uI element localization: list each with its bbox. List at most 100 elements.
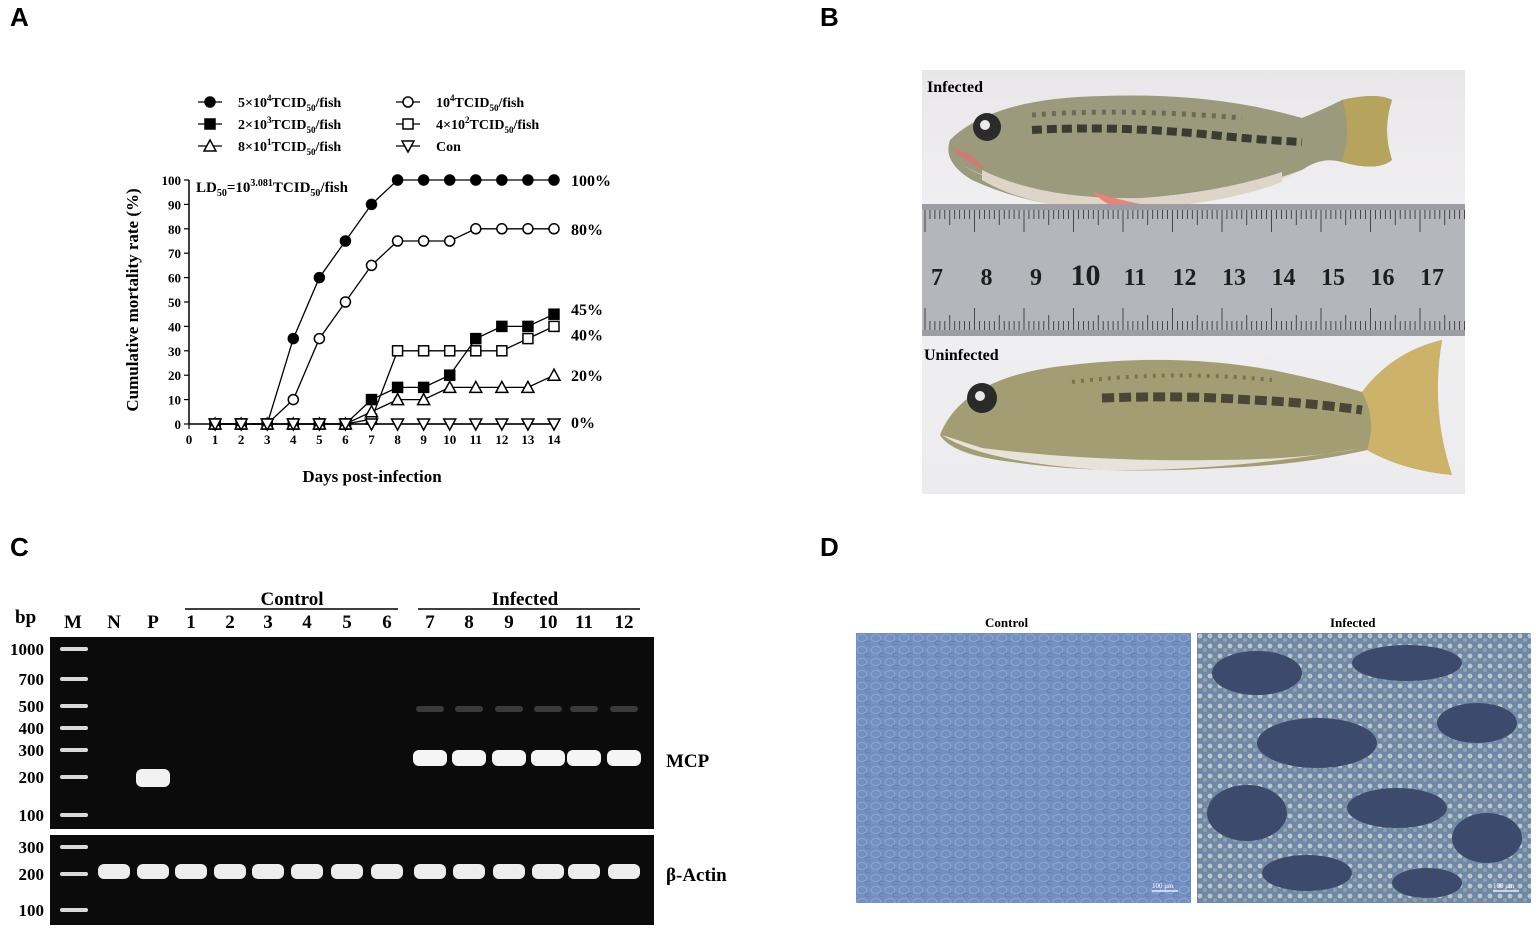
chart-point [207, 418, 223, 432]
actin-band [137, 864, 169, 879]
legend-label: 2×103TCID50/fish [238, 115, 341, 135]
y-tick-label: 70 [168, 246, 181, 261]
mcp-band [492, 750, 526, 766]
actin-band [608, 864, 640, 879]
x-tick-label: 9 [420, 432, 427, 447]
actin-band [532, 864, 564, 879]
x-tick-label: 11 [470, 432, 482, 447]
chart-point [443, 345, 456, 357]
x-tick-label: 1 [212, 432, 219, 447]
lane-label: 6 [382, 612, 392, 633]
chart-point [443, 174, 456, 186]
y-tick-label: 0 [175, 417, 182, 432]
actin-gene-label: β-Actin [666, 865, 727, 886]
ruler: 7 8 9 10 11 12 13 14 15 16 17 [922, 204, 1465, 336]
chart-point [494, 379, 510, 394]
chart-point [339, 296, 352, 308]
chart-point [391, 381, 404, 394]
legend-item: Con [396, 140, 461, 155]
series-line [215, 325, 555, 425]
ld50-annotation: LD50=103.081TCID50/fish [196, 178, 349, 199]
chart-point [233, 418, 249, 432]
y-tick-label: 90 [168, 197, 181, 212]
chart-point [548, 308, 560, 320]
mcp-band [136, 769, 170, 787]
lane-label: 8 [464, 612, 474, 633]
ladder-label: 400 [19, 719, 45, 738]
ladder-label: 500 [19, 697, 45, 716]
microscopy-infected-image: 100 μm [1197, 633, 1531, 903]
actin-band [371, 864, 403, 879]
ladder-label: 300 [19, 838, 45, 857]
chart-point [442, 379, 457, 394]
ladder-band [60, 775, 88, 779]
ruler-number: 16 [1371, 265, 1395, 291]
chart-point [416, 418, 431, 432]
uninfected-label: Uninfected [924, 347, 999, 364]
chart-axes: 0 1 2 3 4 5 6 7 8 9 10 11 12 13 1401020304050607080901… [162, 173, 562, 447]
chart-point [494, 418, 510, 432]
chart-point [204, 96, 216, 108]
ladder-band [60, 726, 88, 730]
ruler-number: 14 [1272, 265, 1296, 291]
actin-band [252, 864, 284, 879]
chart-point [496, 320, 508, 333]
chart-point [391, 345, 404, 357]
chart-point [365, 259, 378, 272]
mcp-band [607, 750, 641, 766]
legend-label: Con [436, 140, 461, 155]
infected-fish [948, 95, 1392, 211]
actin-band [414, 864, 446, 879]
chart-point [470, 332, 482, 345]
y-tick-label: 50 [168, 295, 181, 310]
lane-label: N [107, 612, 121, 633]
faint-band [416, 706, 444, 712]
legend-item: 4×102TCID50/fish [396, 115, 539, 135]
x-tick-label: 3 [264, 432, 271, 447]
fish-illustration: 7 8 9 10 11 12 13 14 15 16 17 [922, 95, 1465, 475]
chart-point [402, 96, 414, 108]
chart-point [364, 418, 379, 432]
legend-item: 8×101TCID50/fish [198, 137, 341, 157]
series-filled-square: 45% [209, 302, 603, 430]
chart-point [520, 418, 536, 432]
chart-point [496, 345, 508, 357]
series-end-label: 80% [571, 222, 603, 239]
chart-point [391, 235, 404, 247]
lane-labels: M N P 1 2 3 4 5 6 7 8 9 10 11 12 [64, 612, 633, 633]
ruler-number: 8 [981, 265, 993, 291]
panel-letter-d: D [820, 532, 839, 562]
chart-point [402, 118, 414, 130]
ladder-band [60, 704, 88, 708]
chart-point [442, 418, 457, 432]
actin-band [214, 864, 246, 879]
actin-band [493, 864, 525, 879]
chart-point [400, 140, 416, 154]
chart-series: 100% 80% 45% 40% 20% 0% [207, 173, 611, 432]
x-tick-label: 0 [186, 432, 193, 447]
chart-point [313, 271, 326, 284]
series-open-square: 40% [209, 320, 603, 430]
series-end-label: 0% [571, 415, 595, 432]
lane-label: 11 [575, 612, 593, 633]
lane-label: 10 [539, 612, 558, 633]
chart-point [365, 393, 378, 406]
mcp-band [567, 750, 601, 766]
series-end-label: 20% [571, 368, 603, 385]
ladder-label: 1000 [10, 640, 44, 659]
chart-point [365, 198, 378, 211]
y-tick-label: 20 [168, 368, 181, 383]
chart-point [496, 174, 508, 186]
mcp-gene-label: MCP [666, 751, 710, 772]
bp-label: bp [15, 607, 36, 628]
chart-point [417, 174, 430, 186]
gel-bands [60, 647, 641, 912]
chart-point [522, 320, 534, 333]
microscopy-infected-title: Infected [1330, 615, 1376, 630]
chart-point [548, 174, 560, 186]
y-tick-label: 40 [168, 319, 181, 334]
chart-point [520, 379, 536, 394]
chart-point [338, 418, 353, 432]
chart-point [390, 392, 405, 406]
chart-point [546, 367, 562, 381]
